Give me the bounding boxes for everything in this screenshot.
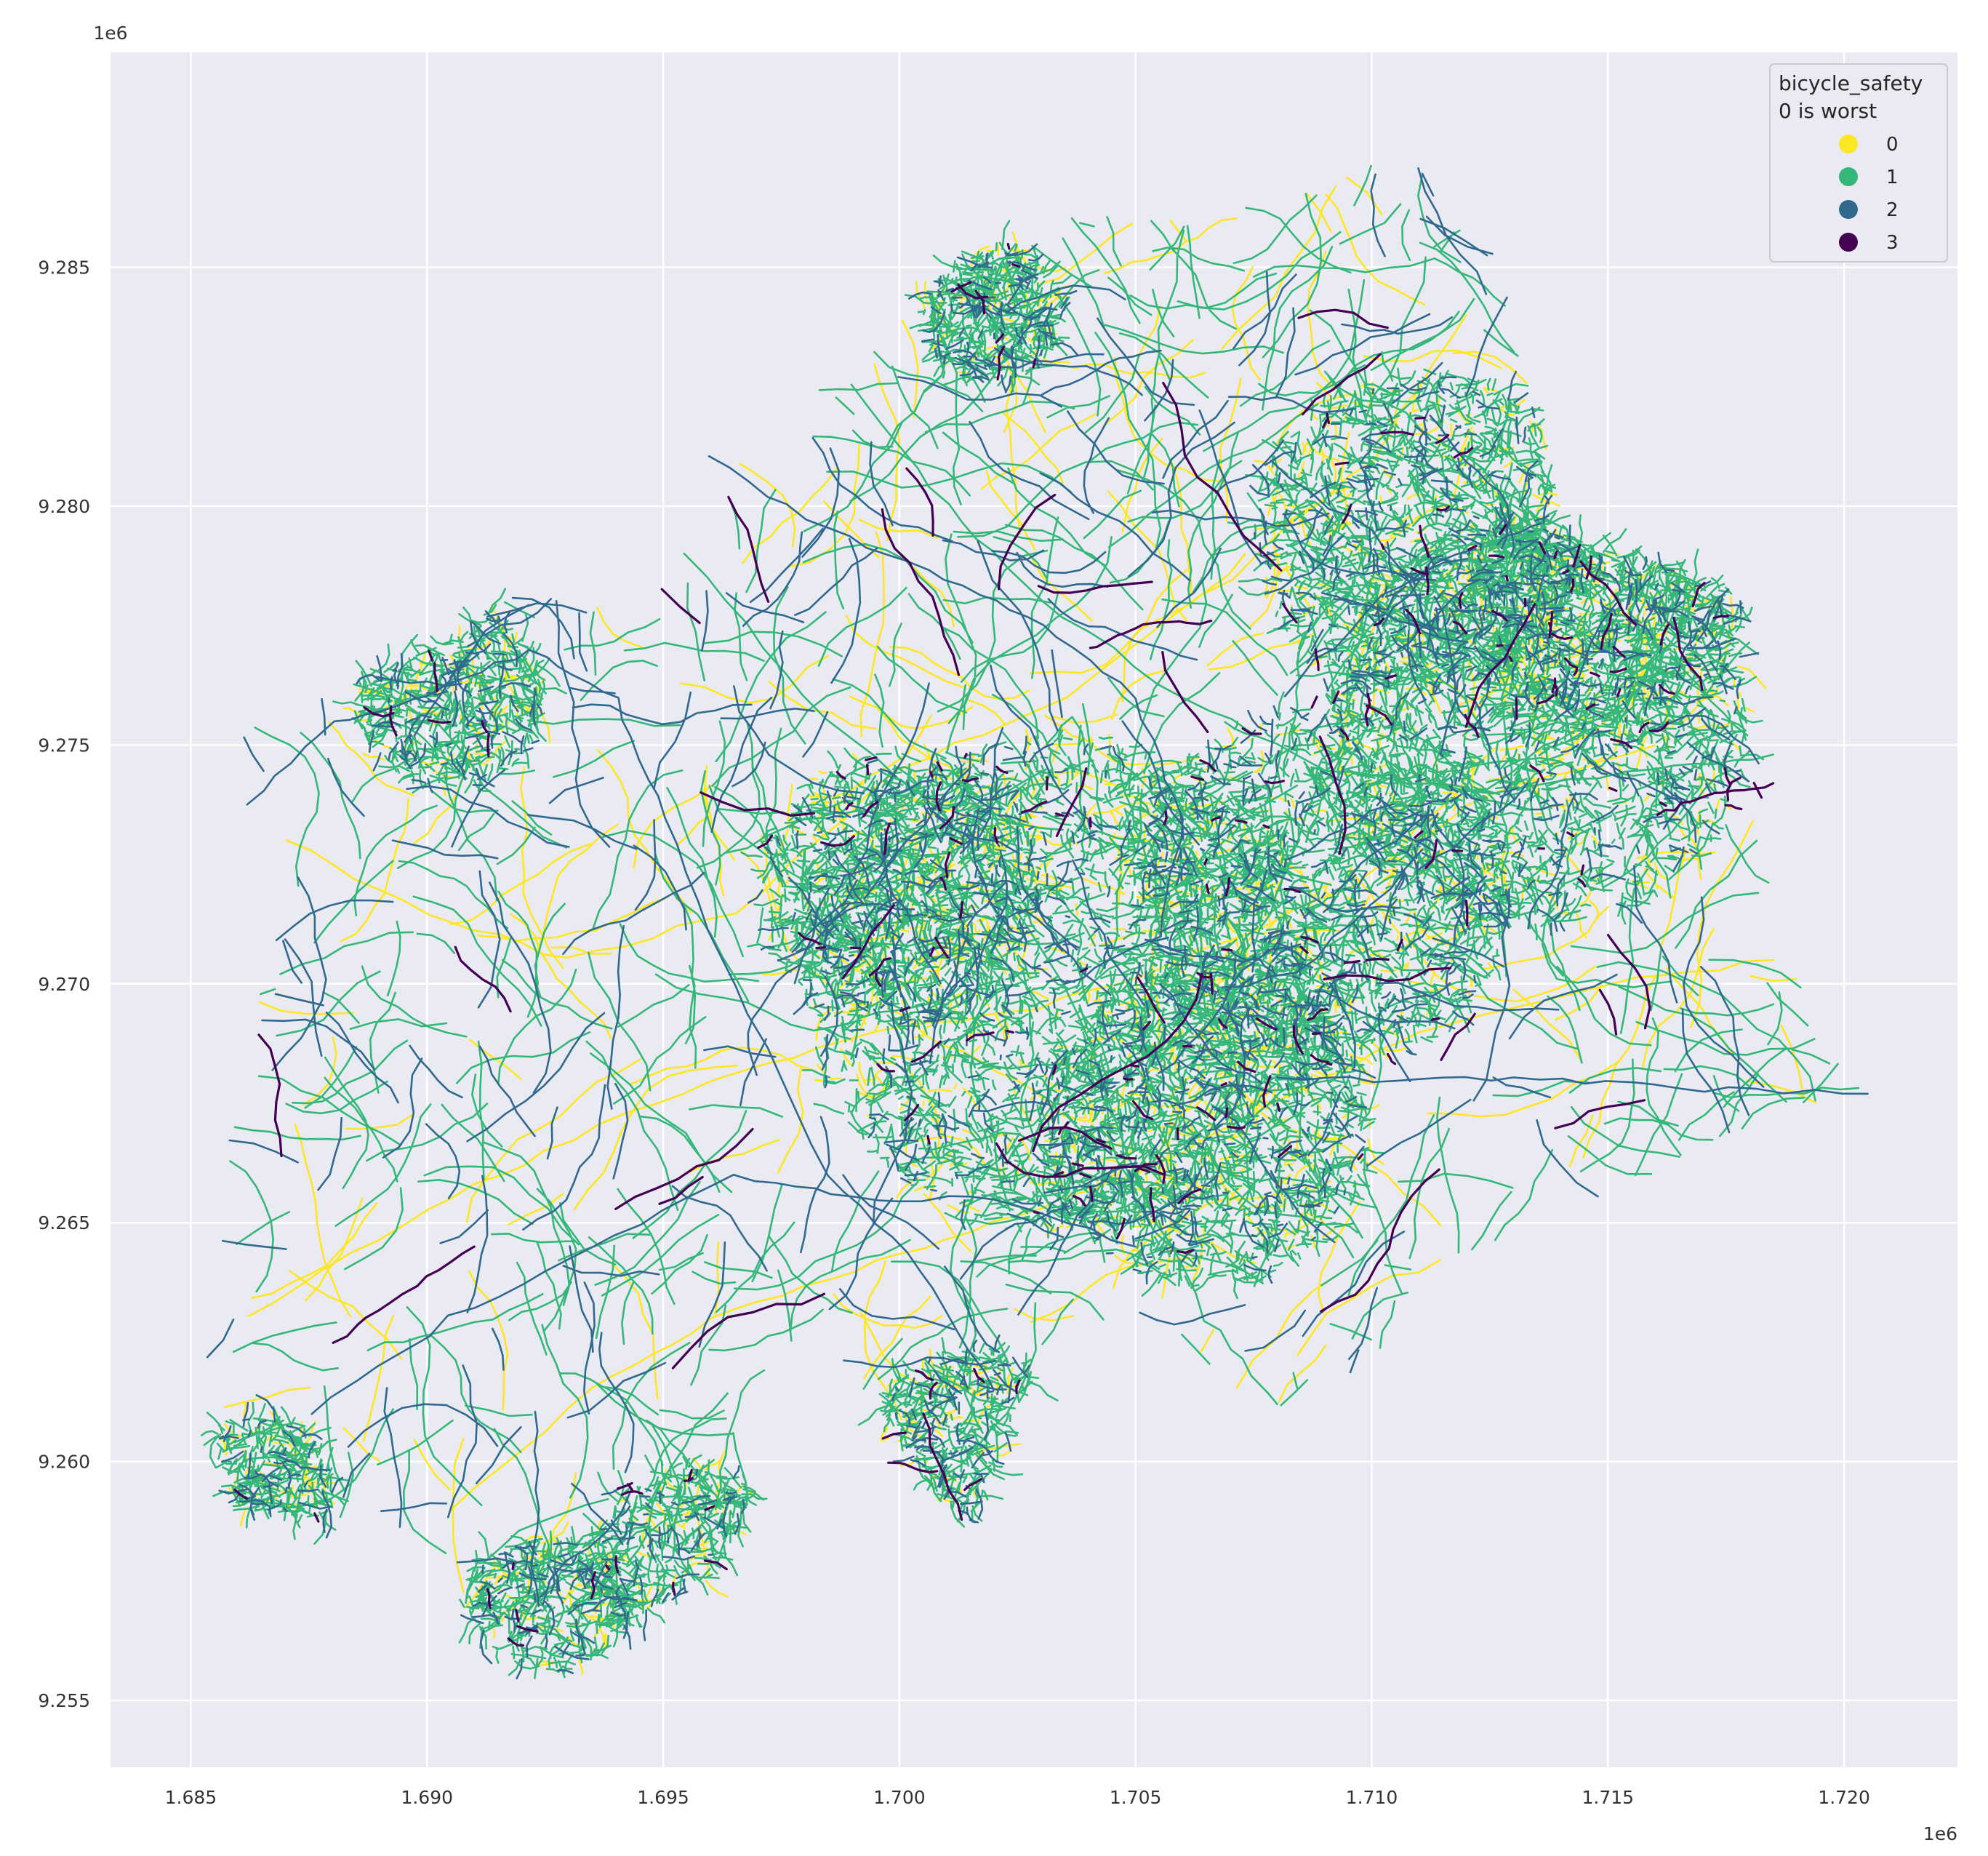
road-segments-category-3 — [233, 242, 1775, 1647]
legend-label-0: 0 — [1886, 134, 1899, 156]
x-tick-label: 1.690 — [401, 1787, 453, 1808]
y-axis-tick-labels: 9.255 9.260 9.265 9.270 9.275 9.280 9.285 — [38, 257, 90, 1711]
x-tick-label: 1.685 — [165, 1787, 217, 1808]
road-category-3 — [233, 242, 1775, 1647]
y-tick-label: 9.270 — [38, 974, 90, 995]
legend-label-1: 1 — [1886, 167, 1899, 188]
legend-label-2: 2 — [1886, 199, 1899, 221]
road-segments-category-1 — [201, 1406, 648, 1679]
x-axis-offset-label: 1e6 — [1923, 1823, 1957, 1844]
road-segments-category-1 — [332, 588, 641, 1674]
road-segments-category-2 — [206, 167, 1765, 1607]
legend-marker-2 — [1839, 200, 1858, 219]
road-segments-category-2 — [795, 707, 1507, 1251]
y-tick-label: 9.275 — [38, 735, 90, 756]
legend-frame — [1769, 63, 1948, 263]
x-tick-label: 1.705 — [1110, 1787, 1162, 1808]
y-axis-offset-label: 1e6 — [93, 23, 127, 44]
legend-marker-3 — [1839, 233, 1858, 252]
legend-subtitle: 0 is worst — [1779, 99, 1877, 123]
legend-title: bicycle_safety — [1779, 71, 1923, 95]
road-category-2 — [206, 167, 1869, 1680]
legend-label-3: 3 — [1886, 232, 1899, 254]
y-tick-label: 9.265 — [38, 1212, 90, 1233]
legend-marker-1 — [1839, 167, 1858, 186]
y-tick-label: 9.280 — [38, 496, 90, 517]
x-tick-label: 1.720 — [1818, 1787, 1870, 1808]
y-tick-label: 9.255 — [38, 1690, 90, 1711]
y-tick-label: 9.285 — [38, 257, 90, 279]
road-segments-category-2 — [1145, 495, 1741, 1062]
legend-marker-0 — [1839, 135, 1858, 153]
plot-area — [111, 52, 1957, 1767]
x-tick-label: 1.695 — [637, 1787, 689, 1808]
y-tick-label: 9.260 — [38, 1452, 90, 1473]
x-tick-label: 1.715 — [1582, 1787, 1634, 1808]
legend: bicycle_safety 0 is worst 0 1 2 3 — [1769, 63, 1948, 263]
x-tick-label: 1.700 — [873, 1787, 926, 1808]
x-tick-label: 1.710 — [1346, 1787, 1398, 1808]
road-network — [201, 164, 1869, 1680]
road-segments-category-1 — [353, 631, 1368, 1287]
legend-entries: 0 1 2 3 — [1839, 134, 1899, 254]
x-axis-tick-labels: 1.685 1.690 1.695 1.700 1.705 1.710 1.715 1.720 — [165, 1787, 1870, 1808]
